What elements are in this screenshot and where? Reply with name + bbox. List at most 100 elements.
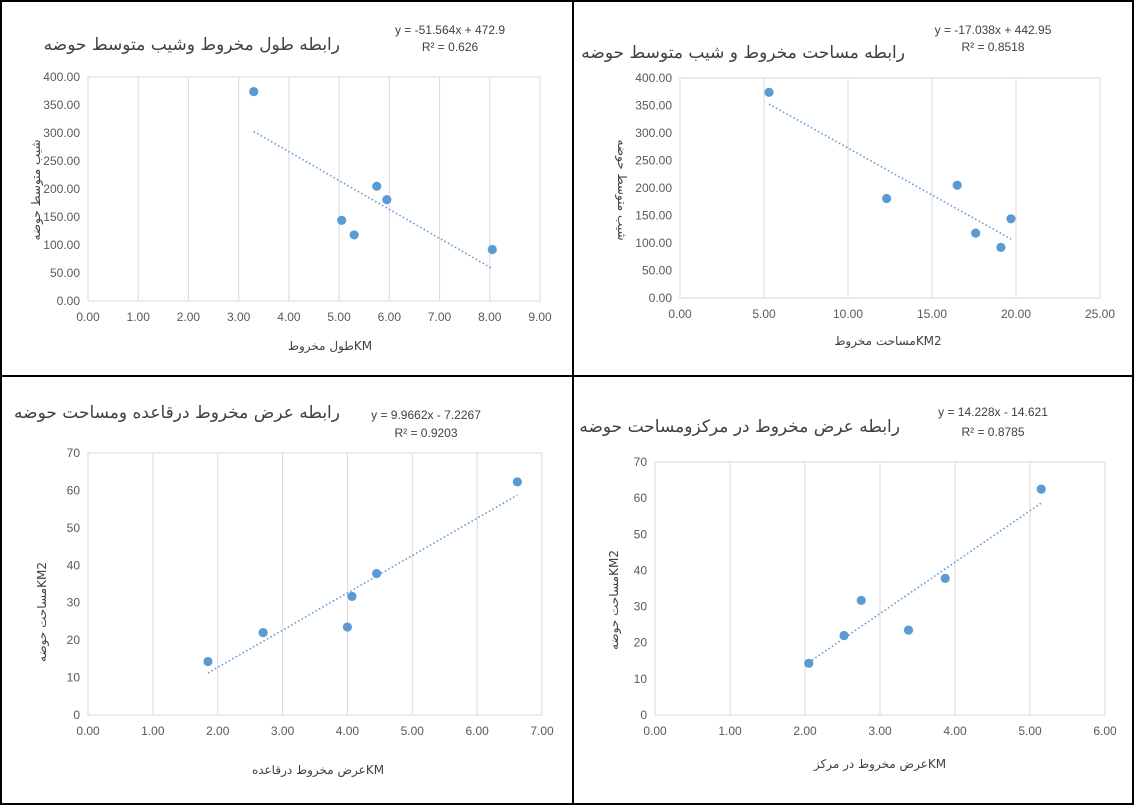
y-tick-label: 50 <box>634 527 648 541</box>
trend-equation: y = 14.228x - 14.621 <box>938 405 1048 419</box>
x-tick-label: 5.00 <box>401 724 425 738</box>
x-tick-label: 5.00 <box>1018 724 1042 738</box>
y-tick-label: 70 <box>634 455 648 469</box>
x-axis-label: عرض مخروط در مرکزKM <box>813 757 946 772</box>
y-tick-label: 200.00 <box>635 181 672 195</box>
data-point <box>337 215 347 225</box>
x-tick-label: 6.00 <box>378 310 402 324</box>
x-tick-label: 5.00 <box>327 310 351 324</box>
x-tick-label: 3.00 <box>271 724 295 738</box>
chart-center-width-vs-area: رابطه عرض مخروط در مرکزومساحت حوضه y = 1… <box>579 405 1117 772</box>
y-tick-label: 40 <box>67 558 81 572</box>
y-tick-label: 100.00 <box>43 238 80 252</box>
x-tick-label: 5.00 <box>752 307 776 321</box>
y-tick-label: 0 <box>73 708 80 722</box>
x-tick-label: 7.00 <box>530 724 554 738</box>
x-axis-label: مساحت مخروطKM2 <box>834 334 941 349</box>
r-squared: R² = 0.8518 <box>961 40 1024 54</box>
y-tick-label: 250.00 <box>635 154 672 168</box>
y-axis-label: شیب متوسط حوضه <box>29 139 44 240</box>
plot-area: 0.00 5.00 10.00 15.00 20.00 25.00 0.00 50.00 100… <box>635 71 1115 321</box>
data-point <box>512 477 522 487</box>
x-tick-label: 10.00 <box>833 307 863 321</box>
data-point <box>839 630 849 641</box>
y-axis-label: مساحت حوضهKM2 <box>607 550 622 650</box>
x-tick-label: 0.00 <box>76 724 100 738</box>
data-point <box>372 181 382 191</box>
y-tick-label: 100.00 <box>635 236 672 250</box>
y-tick-label: 70 <box>67 446 81 460</box>
data-point <box>487 244 497 255</box>
data-point <box>856 595 866 606</box>
x-tick-label: 15.00 <box>917 307 947 321</box>
y-tick-label: 250.00 <box>43 154 80 168</box>
y-tick-label: 20 <box>634 636 648 650</box>
plot-area: 0.00 1.00 2.00 3.00 4.00 5.00 6.00 7.00 0 10 20 30 4… <box>67 446 554 738</box>
y-tick-label: 300.00 <box>43 126 80 140</box>
x-axis-label: عرض مخروط درقاعدهKM <box>252 763 384 778</box>
data-point <box>382 195 392 205</box>
y-tick-label: 20 <box>67 633 81 647</box>
trend-equation: y = 9.9662x - 7.2267 <box>371 408 481 422</box>
plot-area: 0.00 1.00 2.00 3.00 4.00 5.00 6.00 0 10 20 30 40 50 6… <box>634 455 1117 738</box>
x-tick-label: 6.00 <box>465 724 489 738</box>
data-point <box>349 230 359 240</box>
x-tick-label: 2.00 <box>793 724 817 738</box>
x-tick-label: 3.00 <box>868 724 892 738</box>
data-point <box>971 228 981 238</box>
chart-title: رابطه مساحت مخروط و شیب متوسط حوضه <box>581 43 905 63</box>
r-squared: R² = 0.9203 <box>394 426 457 440</box>
x-tick-label: 2.00 <box>206 724 230 738</box>
plot-area: 0.00 1.00 2.00 3.00 4.00 5.00 6.00 7.00 8.00 9.00… <box>43 70 552 324</box>
y-tick-label: 350.00 <box>635 99 672 113</box>
plot-frame <box>87 76 541 302</box>
x-tick-label: 0.00 <box>76 310 100 324</box>
r-squared: R² = 0.626 <box>422 40 479 54</box>
x-tick-label: 1.00 <box>127 310 151 324</box>
chart-length-vs-slope: رابطه طول مخروط وشیب متوسط حوضه y = -51.… <box>29 23 552 354</box>
y-tick-label: 10 <box>67 671 81 685</box>
x-tick-label: 7.00 <box>428 310 452 324</box>
y-tick-label: 150.00 <box>635 209 672 223</box>
chart-title: رابطه طول مخروط وشیب متوسط حوضه <box>44 35 340 55</box>
trend-equation: y = -17.038x + 442.95 <box>935 23 1052 37</box>
y-tick-label: 60 <box>67 483 81 497</box>
x-tick-label: 4.00 <box>277 310 301 324</box>
chart-base-width-vs-area: رابطه عرض مخروط درقاعده ومساحت حوضه y = … <box>14 403 554 778</box>
y-axis-label: شیب متوسط حوضه <box>614 139 629 240</box>
data-point <box>764 87 774 97</box>
chart-area-vs-slope: رابطه مساحت مخروط و شیب متوسط حوضه y = -… <box>581 23 1115 349</box>
y-tick-label: 350.00 <box>43 98 80 112</box>
data-point <box>903 625 914 635</box>
x-tick-label: 9.00 <box>528 310 552 324</box>
data-point <box>249 86 259 97</box>
x-tick-label: 0.00 <box>668 307 692 321</box>
y-tick-label: 30 <box>67 596 81 610</box>
y-tick-label: 0.00 <box>57 294 81 308</box>
x-tick-label: 3.00 <box>227 310 251 324</box>
x-tick-label: 2.00 <box>177 310 201 324</box>
x-axis-label: طول مخروطKM <box>288 339 372 354</box>
data-point <box>804 658 814 668</box>
data-point <box>996 242 1006 252</box>
chart-title: رابطه عرض مخروط در مرکزومساحت حوضه <box>579 417 900 437</box>
x-tick-label: 6.00 <box>1093 724 1117 738</box>
x-tick-label: 0.00 <box>643 724 667 738</box>
x-tick-label: 1.00 <box>718 724 742 738</box>
data-point <box>1006 214 1016 224</box>
trendline <box>253 130 493 270</box>
y-tick-label: 200.00 <box>43 182 80 196</box>
y-axis-label: مساحت حوضهKM2 <box>35 562 50 662</box>
chart-title: رابطه عرض مخروط درقاعده ومساحت حوضه <box>14 403 340 423</box>
trendline <box>808 502 1042 664</box>
y-tick-label: 40 <box>634 563 648 577</box>
y-tick-label: 0.00 <box>649 291 673 305</box>
y-tick-label: 0 <box>640 708 647 722</box>
trendline <box>207 494 518 674</box>
data-point <box>1036 484 1046 494</box>
y-tick-label: 30 <box>634 600 648 614</box>
x-tick-label: 8.00 <box>478 310 502 324</box>
